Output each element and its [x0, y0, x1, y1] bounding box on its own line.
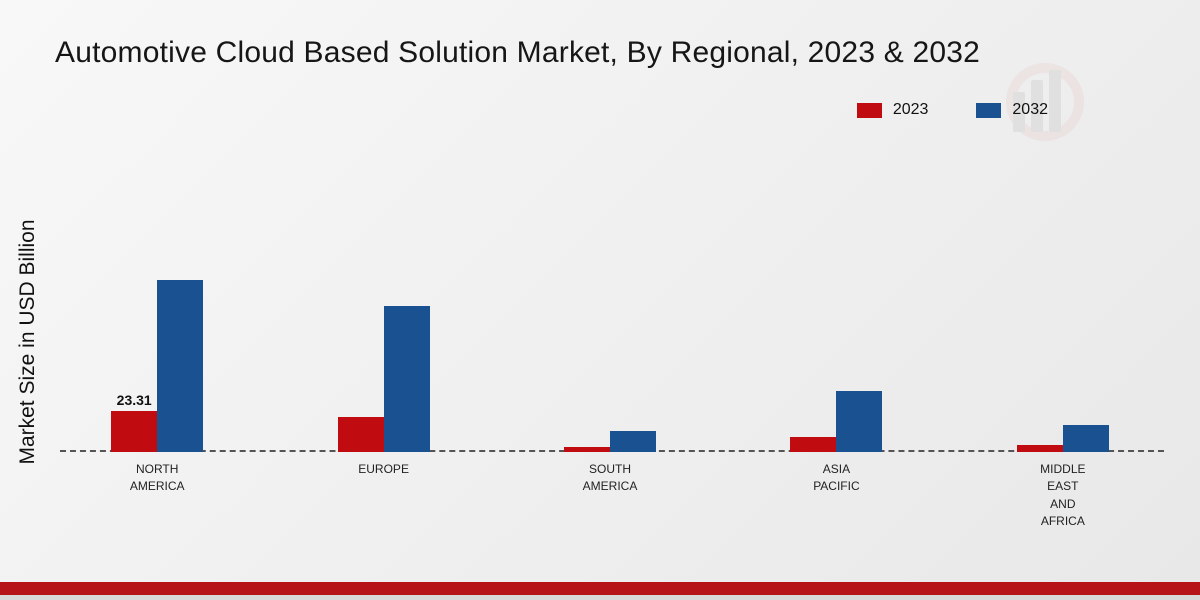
chart-title: Automotive Cloud Based Solution Market, …	[55, 36, 981, 69]
legend-swatch-2032	[976, 102, 1002, 118]
legend: 2023 2032	[856, 101, 1048, 119]
bars	[564, 431, 657, 452]
legend-swatch-2023	[856, 102, 882, 118]
category-label: ASIA PACIFIC	[813, 462, 860, 494]
bar-2023-south-america	[564, 447, 611, 452]
bar-2032-middle-east-and-africa	[1062, 425, 1109, 452]
bar-2032-europe	[383, 306, 430, 452]
category-label: MIDDLE EAST AND AFRICA	[1040, 462, 1086, 529]
bars	[790, 391, 883, 452]
bar-2032-asia-pacific	[836, 391, 883, 452]
bar-group: MIDDLE EAST AND AFRICA	[950, 425, 1176, 528]
bar-group: EUROPE	[270, 306, 496, 476]
bar-group: ASIA PACIFIC	[723, 391, 949, 493]
bars	[337, 306, 430, 452]
category-label: NORTH AMERICA	[129, 462, 185, 494]
bar-group: 23.31 NORTH AMERICA	[44, 280, 270, 493]
plot-area: 23.31 NORTH AMERICA EUROPE SOUTH AMERICA ASI…	[44, 232, 1176, 528]
footer-band	[0, 582, 1200, 595]
legend-item-2032: 2032	[976, 101, 1048, 119]
bars: 23.31	[111, 280, 204, 452]
legend-label: 2023	[892, 101, 929, 118]
category-label: EUROPE	[358, 462, 409, 476]
bar-2032-north-america	[157, 280, 204, 452]
bar-2023-middle-east-and-africa	[1016, 445, 1063, 452]
legend-item-2023: 2023	[856, 101, 929, 119]
y-axis-label: Market Size in USD Billion	[16, 219, 39, 465]
bar-2032-south-america	[610, 431, 657, 452]
footer-base	[0, 595, 1200, 600]
bar-2023-asia-pacific	[790, 437, 837, 452]
bar-2023-europe	[337, 417, 384, 452]
bar-value-label: 23.31	[116, 392, 152, 408]
legend-label: 2032	[1012, 101, 1048, 118]
watermark-logo	[985, 60, 1085, 149]
bar-2023-north-america: 23.31	[111, 392, 158, 452]
bars	[1016, 425, 1109, 452]
category-label: SOUTH AMERICA	[582, 462, 638, 494]
bar-group: SOUTH AMERICA	[497, 431, 723, 493]
